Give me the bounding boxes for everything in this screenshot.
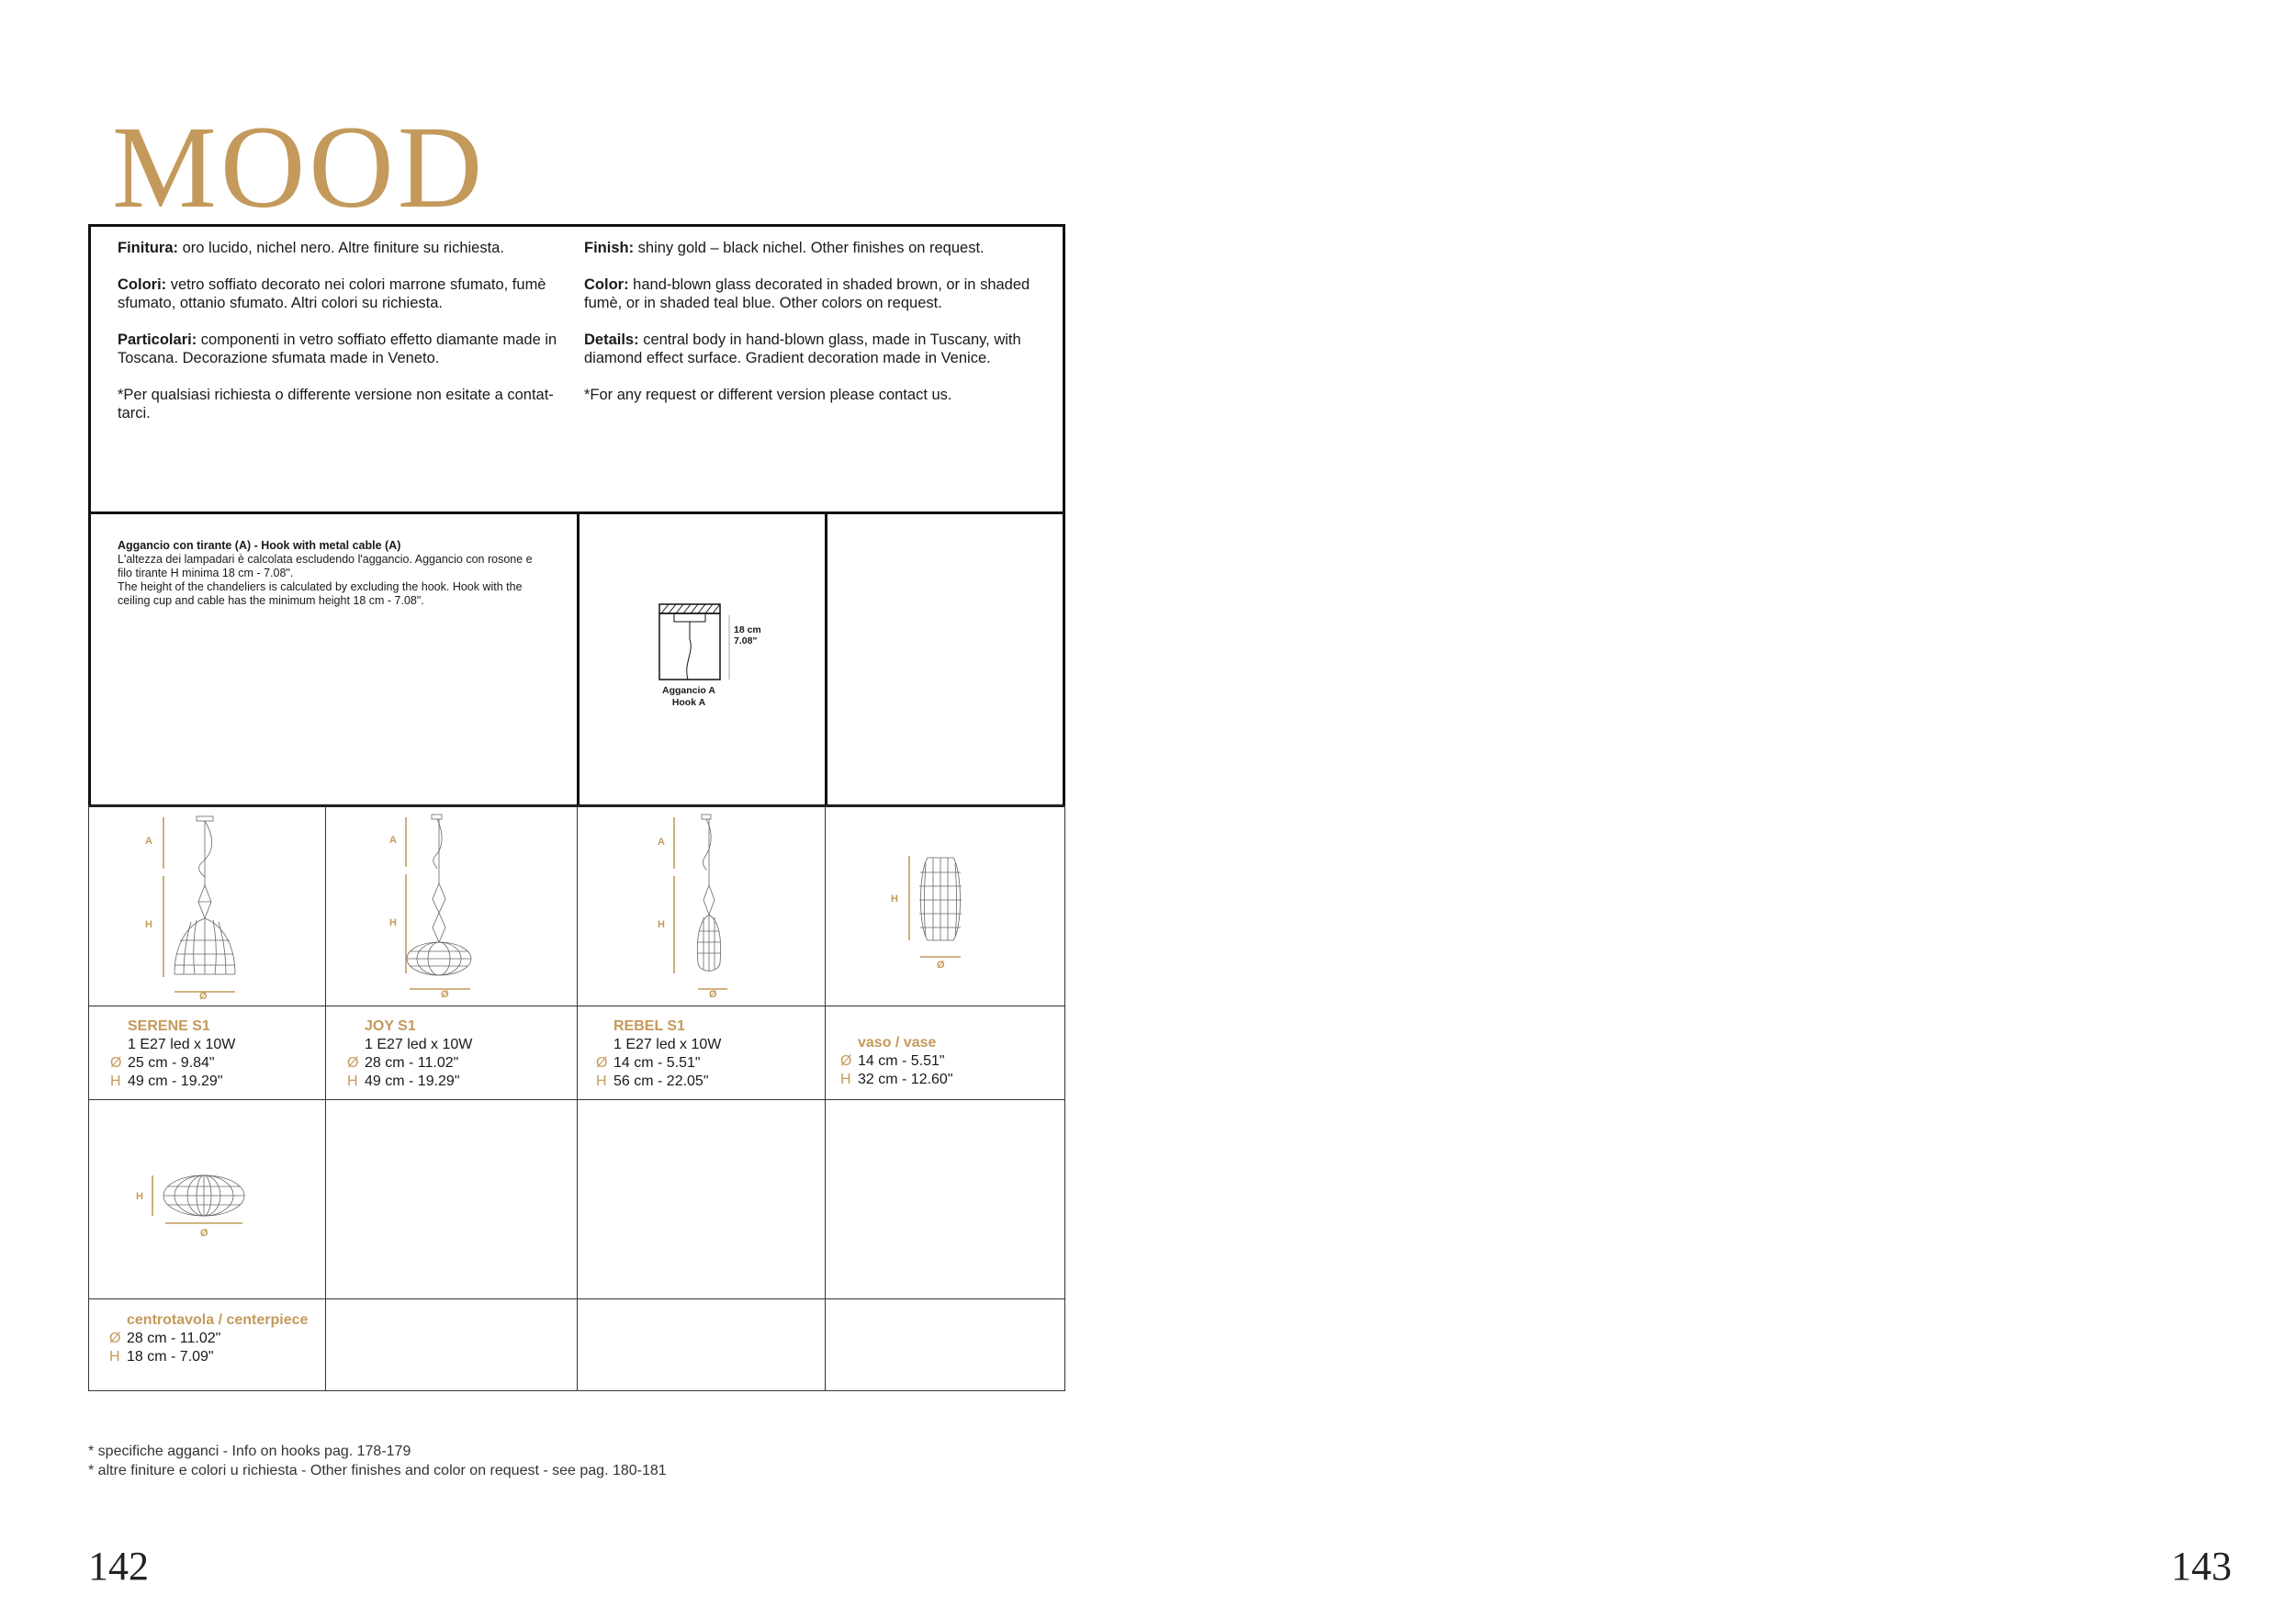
dim-label-d: Ø	[709, 989, 717, 1000]
hook-dimension: 18 cm 7.08"	[734, 624, 761, 646]
page-number-right: 143	[2171, 1544, 2232, 1589]
dim-label-h: H	[891, 893, 898, 905]
divider	[325, 805, 326, 1391]
diameter-icon: Ø	[596, 1055, 608, 1071]
hook-text-it: L'altezza dei lampadari è calcolata escl…	[118, 553, 533, 579]
dim-label-d: Ø	[199, 991, 208, 1002]
dim-label-a: A	[389, 835, 397, 846]
hook-diagram	[658, 603, 730, 680]
rebel-drawing: A H Ø	[658, 814, 727, 1000]
dim-label-h: H	[145, 919, 152, 930]
product-name: JOY S1	[365, 1018, 416, 1034]
info-finish-it: Finitura: oro lucido, nichel nero. Altre…	[118, 240, 504, 256]
height-icon: H	[347, 1073, 358, 1089]
product-height: 49 cm - 19.29"	[365, 1073, 460, 1089]
product-lamp: 1 E27 led x 10W	[613, 1037, 722, 1052]
joy-drawing: A H Ø	[389, 814, 472, 1000]
empty-cell	[825, 511, 1065, 807]
divider	[577, 805, 578, 1391]
hook-label: Aggancio A Hook A	[662, 685, 715, 708]
product-diameter: 14 cm - 5.51"	[613, 1055, 701, 1071]
product-height: 49 cm - 19.29"	[128, 1073, 223, 1089]
info-english: Finish: shiny gold – black nichel. Other…	[584, 239, 1034, 404]
product-name: centrotavola / centerpiece	[127, 1312, 309, 1328]
dim-label-h: H	[136, 1191, 143, 1202]
dim-label-d: Ø	[200, 1228, 208, 1239]
product-height: 32 cm - 12.60"	[858, 1072, 953, 1087]
info-contact-it: *Per qualsiasi richiesta o differente ve…	[118, 387, 554, 421]
product-height: 18 cm - 7.09"	[127, 1349, 214, 1365]
height-icon: H	[596, 1073, 607, 1089]
dim-label-d: Ø	[937, 960, 945, 971]
diameter-icon: Ø	[110, 1055, 122, 1071]
centerpiece-drawing: HØ	[136, 1174, 245, 1239]
info-color-it: Colori: vetro soffiato decorato nei colo…	[118, 276, 546, 311]
info-contact-en: *For any request or different version pl…	[584, 387, 952, 403]
product-diameter: 28 cm - 11.02"	[365, 1055, 459, 1071]
product-height: 56 cm - 22.05"	[613, 1073, 709, 1089]
product-name: vaso / vase	[858, 1035, 937, 1051]
product-diameter: 14 cm - 5.51"	[858, 1053, 945, 1069]
product-lamp: 1 E27 led x 10W	[365, 1037, 473, 1052]
height-icon: H	[110, 1073, 121, 1089]
serene-drawing: A H Ø	[145, 815, 236, 1002]
info-finish-en: Finish: shiny gold – black nichel. Other…	[584, 240, 985, 256]
hook-text-en: The height of the chandeliers is calcula…	[118, 580, 523, 607]
dim-label-h: H	[389, 917, 397, 928]
dim-label-a: A	[145, 836, 152, 847]
dim-label-d: Ø	[441, 989, 449, 1000]
product-name: REBEL S1	[613, 1018, 685, 1034]
footnote: * specifiche agganci - Info on hooks pag…	[88, 1444, 411, 1459]
product-diameter: 28 cm - 11.02"	[127, 1331, 221, 1346]
collection-title: MOOD	[112, 102, 487, 232]
product-rebel-s1: REBEL S1 1 E27 led x 10W Ø 14 cm - 5.51" …	[596, 1017, 721, 1091]
footnote: * altre finiture e colori u richiesta - …	[88, 1463, 667, 1478]
diameter-icon: Ø	[347, 1055, 359, 1071]
dim-label-h: H	[658, 919, 665, 930]
product-joy-s1: JOY S1 1 E27 led x 10W Ø 28 cm - 11.02" H…	[347, 1017, 472, 1091]
page-number-left: 142	[88, 1544, 149, 1589]
info-details-it: Particolari: componenti in vetro soffiat…	[118, 332, 557, 366]
product-lamp: 1 E27 led x 10W	[128, 1037, 236, 1052]
diameter-icon: Ø	[109, 1331, 121, 1346]
dim-label-a: A	[658, 837, 665, 848]
height-icon: H	[109, 1349, 120, 1365]
divider	[825, 805, 826, 1391]
height-icon: H	[840, 1072, 851, 1087]
diameter-icon: Ø	[840, 1053, 852, 1069]
hook-description: Aggancio con tirante (A) - Hook with met…	[118, 539, 549, 608]
vase-drawing: HØ	[891, 856, 962, 971]
info-color-en: Color: hand-blown glass decorated in sha…	[584, 276, 1030, 311]
info-details-en: Details: central body in hand-blown glas…	[584, 332, 1021, 366]
product-vase: vaso / vase Ø 14 cm - 5.51" H 32 cm - 12.6…	[840, 1034, 953, 1089]
footnotes: * specifiche agganci - Info on hooks pag…	[88, 1442, 667, 1480]
product-centerpiece: centrotavola / centerpiece Ø 28 cm - 11.0…	[109, 1311, 308, 1366]
product-serene-s1: SERENE S1 1 E27 led x 10W Ø 25 cm - 9.84"…	[110, 1017, 235, 1091]
product-name: SERENE S1	[128, 1018, 210, 1034]
hook-title: Aggancio con tirante (A) - Hook with met…	[118, 539, 401, 552]
product-diameter: 25 cm - 9.84"	[128, 1055, 215, 1071]
info-italian: Finitura: oro lucido, nichel nero. Altre…	[118, 239, 568, 422]
